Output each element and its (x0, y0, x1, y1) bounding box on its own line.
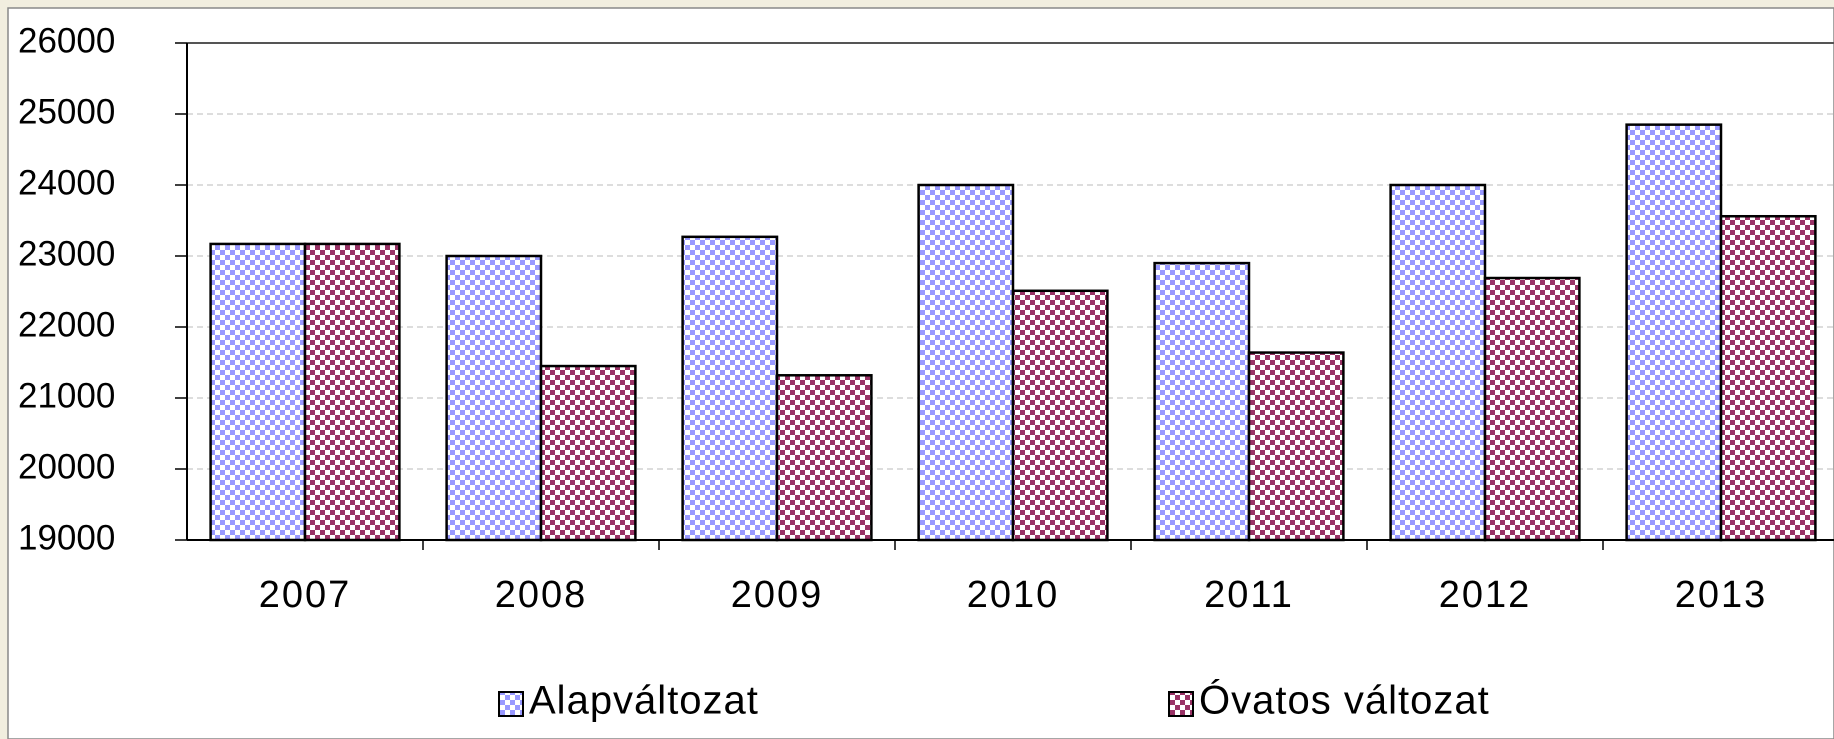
bar (1011, 289, 1109, 542)
bar (1625, 123, 1723, 542)
y-tick-label: 19000 (18, 518, 115, 557)
bar (445, 254, 543, 542)
y-tick-label: 23000 (18, 234, 115, 273)
bar (775, 374, 873, 542)
bar (1483, 276, 1581, 542)
bar (1389, 183, 1487, 542)
bar (917, 183, 1015, 542)
bar (539, 364, 637, 542)
y-tick-label: 21000 (18, 376, 115, 415)
legend-label: Óvatos változat (1199, 678, 1490, 723)
legend-label: Alapváltozat (529, 679, 759, 723)
x-tick-label: 2012 (1439, 574, 1532, 616)
x-tick-label: 2011 (1204, 574, 1294, 616)
bar (1247, 351, 1345, 542)
y-tick-label: 20000 (18, 447, 115, 486)
x-tick-label: 2010 (967, 574, 1060, 616)
bar (681, 235, 779, 542)
bar (1719, 214, 1817, 542)
x-tick-label: 2009 (731, 574, 824, 616)
y-tick-label: 26000 (18, 21, 115, 60)
y-tick-label: 25000 (18, 92, 115, 131)
bar (1153, 261, 1251, 542)
x-tick-label: 2007 (259, 574, 352, 616)
bar (209, 242, 307, 542)
bar (303, 242, 401, 542)
x-tick-label: 2008 (495, 574, 588, 616)
legend-swatch (1168, 691, 1194, 717)
y-tick-label: 22000 (18, 305, 115, 344)
y-tick-label: 24000 (18, 163, 115, 202)
legend-swatch (498, 691, 524, 717)
x-tick-label: 2013 (1675, 574, 1768, 616)
